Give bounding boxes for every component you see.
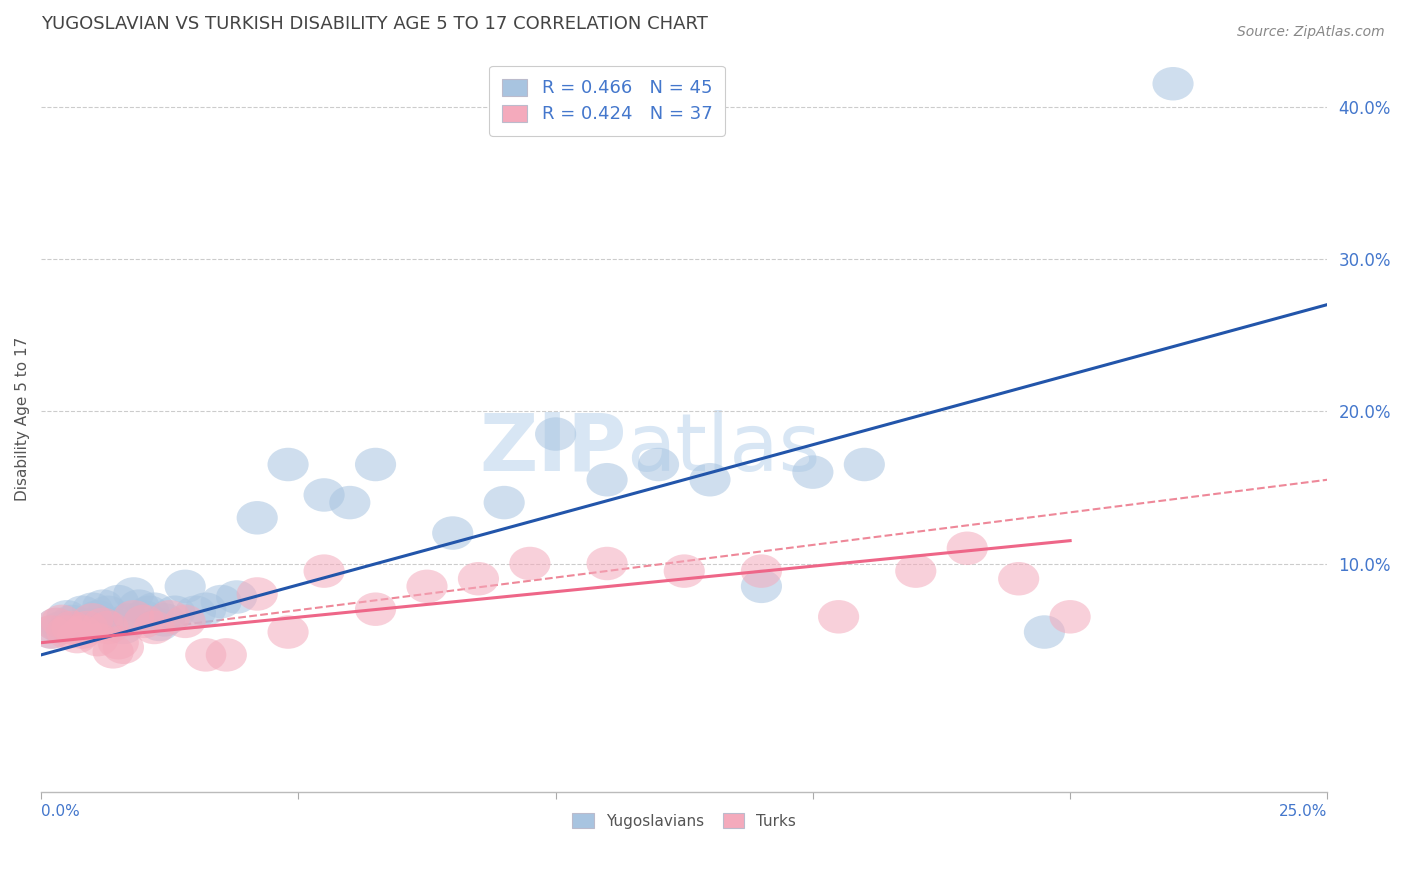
Ellipse shape (741, 570, 782, 603)
Text: atlas: atlas (626, 409, 821, 488)
Ellipse shape (41, 611, 83, 644)
Ellipse shape (112, 577, 155, 611)
Ellipse shape (52, 611, 93, 644)
Ellipse shape (56, 611, 97, 644)
Ellipse shape (946, 532, 988, 565)
Ellipse shape (998, 562, 1039, 596)
Ellipse shape (1153, 67, 1194, 101)
Ellipse shape (103, 631, 143, 664)
Ellipse shape (205, 638, 247, 672)
Ellipse shape (165, 605, 205, 638)
Ellipse shape (124, 600, 165, 633)
Ellipse shape (77, 600, 118, 633)
Ellipse shape (406, 570, 447, 603)
Ellipse shape (1024, 615, 1064, 648)
Ellipse shape (793, 456, 834, 489)
Ellipse shape (83, 590, 124, 623)
Ellipse shape (741, 554, 782, 588)
Ellipse shape (87, 611, 128, 644)
Ellipse shape (664, 554, 704, 588)
Ellipse shape (103, 611, 143, 644)
Ellipse shape (536, 417, 576, 450)
Ellipse shape (236, 501, 278, 534)
Ellipse shape (143, 603, 186, 637)
Ellipse shape (83, 607, 124, 641)
Ellipse shape (186, 638, 226, 672)
Ellipse shape (46, 600, 87, 633)
Ellipse shape (217, 581, 257, 614)
Ellipse shape (46, 615, 87, 648)
Ellipse shape (155, 596, 195, 629)
Ellipse shape (87, 596, 128, 629)
Ellipse shape (31, 615, 72, 648)
Ellipse shape (586, 463, 627, 497)
Text: Source: ZipAtlas.com: Source: ZipAtlas.com (1237, 25, 1385, 39)
Text: YUGOSLAVIAN VS TURKISH DISABILITY AGE 5 TO 17 CORRELATION CHART: YUGOSLAVIAN VS TURKISH DISABILITY AGE 5 … (41, 15, 709, 33)
Ellipse shape (165, 570, 205, 603)
Ellipse shape (484, 486, 524, 519)
Text: ZIP: ZIP (479, 409, 626, 488)
Ellipse shape (41, 605, 83, 638)
Ellipse shape (72, 603, 112, 637)
Ellipse shape (509, 547, 551, 581)
Ellipse shape (304, 478, 344, 512)
Ellipse shape (72, 592, 112, 626)
Ellipse shape (689, 463, 731, 497)
Ellipse shape (77, 623, 118, 657)
Ellipse shape (134, 592, 174, 626)
Ellipse shape (354, 448, 396, 482)
Ellipse shape (174, 596, 217, 629)
Ellipse shape (67, 611, 108, 644)
Ellipse shape (37, 607, 77, 641)
Text: 25.0%: 25.0% (1279, 805, 1327, 819)
Ellipse shape (97, 585, 139, 618)
Ellipse shape (31, 615, 72, 648)
Ellipse shape (236, 577, 278, 611)
Ellipse shape (128, 596, 170, 629)
Ellipse shape (93, 635, 134, 669)
Ellipse shape (93, 607, 134, 641)
Y-axis label: Disability Age 5 to 17: Disability Age 5 to 17 (15, 336, 30, 501)
Ellipse shape (112, 600, 155, 633)
Ellipse shape (134, 611, 174, 644)
Ellipse shape (37, 607, 77, 641)
Ellipse shape (329, 486, 370, 519)
Ellipse shape (267, 448, 309, 482)
Ellipse shape (201, 585, 242, 618)
Ellipse shape (432, 516, 474, 549)
Text: 0.0%: 0.0% (41, 805, 80, 819)
Ellipse shape (458, 562, 499, 596)
Ellipse shape (638, 448, 679, 482)
Legend: Yugoslavians, Turks: Yugoslavians, Turks (565, 805, 804, 837)
Ellipse shape (52, 605, 93, 638)
Ellipse shape (67, 607, 108, 641)
Ellipse shape (139, 607, 180, 641)
Ellipse shape (97, 626, 139, 659)
Ellipse shape (62, 596, 103, 629)
Ellipse shape (818, 600, 859, 633)
Ellipse shape (1049, 600, 1091, 633)
Ellipse shape (118, 590, 159, 623)
Ellipse shape (267, 615, 309, 648)
Ellipse shape (186, 592, 226, 626)
Ellipse shape (62, 615, 103, 648)
Ellipse shape (56, 620, 97, 653)
Ellipse shape (149, 600, 190, 633)
Ellipse shape (304, 554, 344, 588)
Ellipse shape (586, 547, 627, 581)
Ellipse shape (108, 603, 149, 637)
Ellipse shape (124, 605, 165, 638)
Ellipse shape (844, 448, 884, 482)
Ellipse shape (896, 554, 936, 588)
Ellipse shape (354, 592, 396, 626)
